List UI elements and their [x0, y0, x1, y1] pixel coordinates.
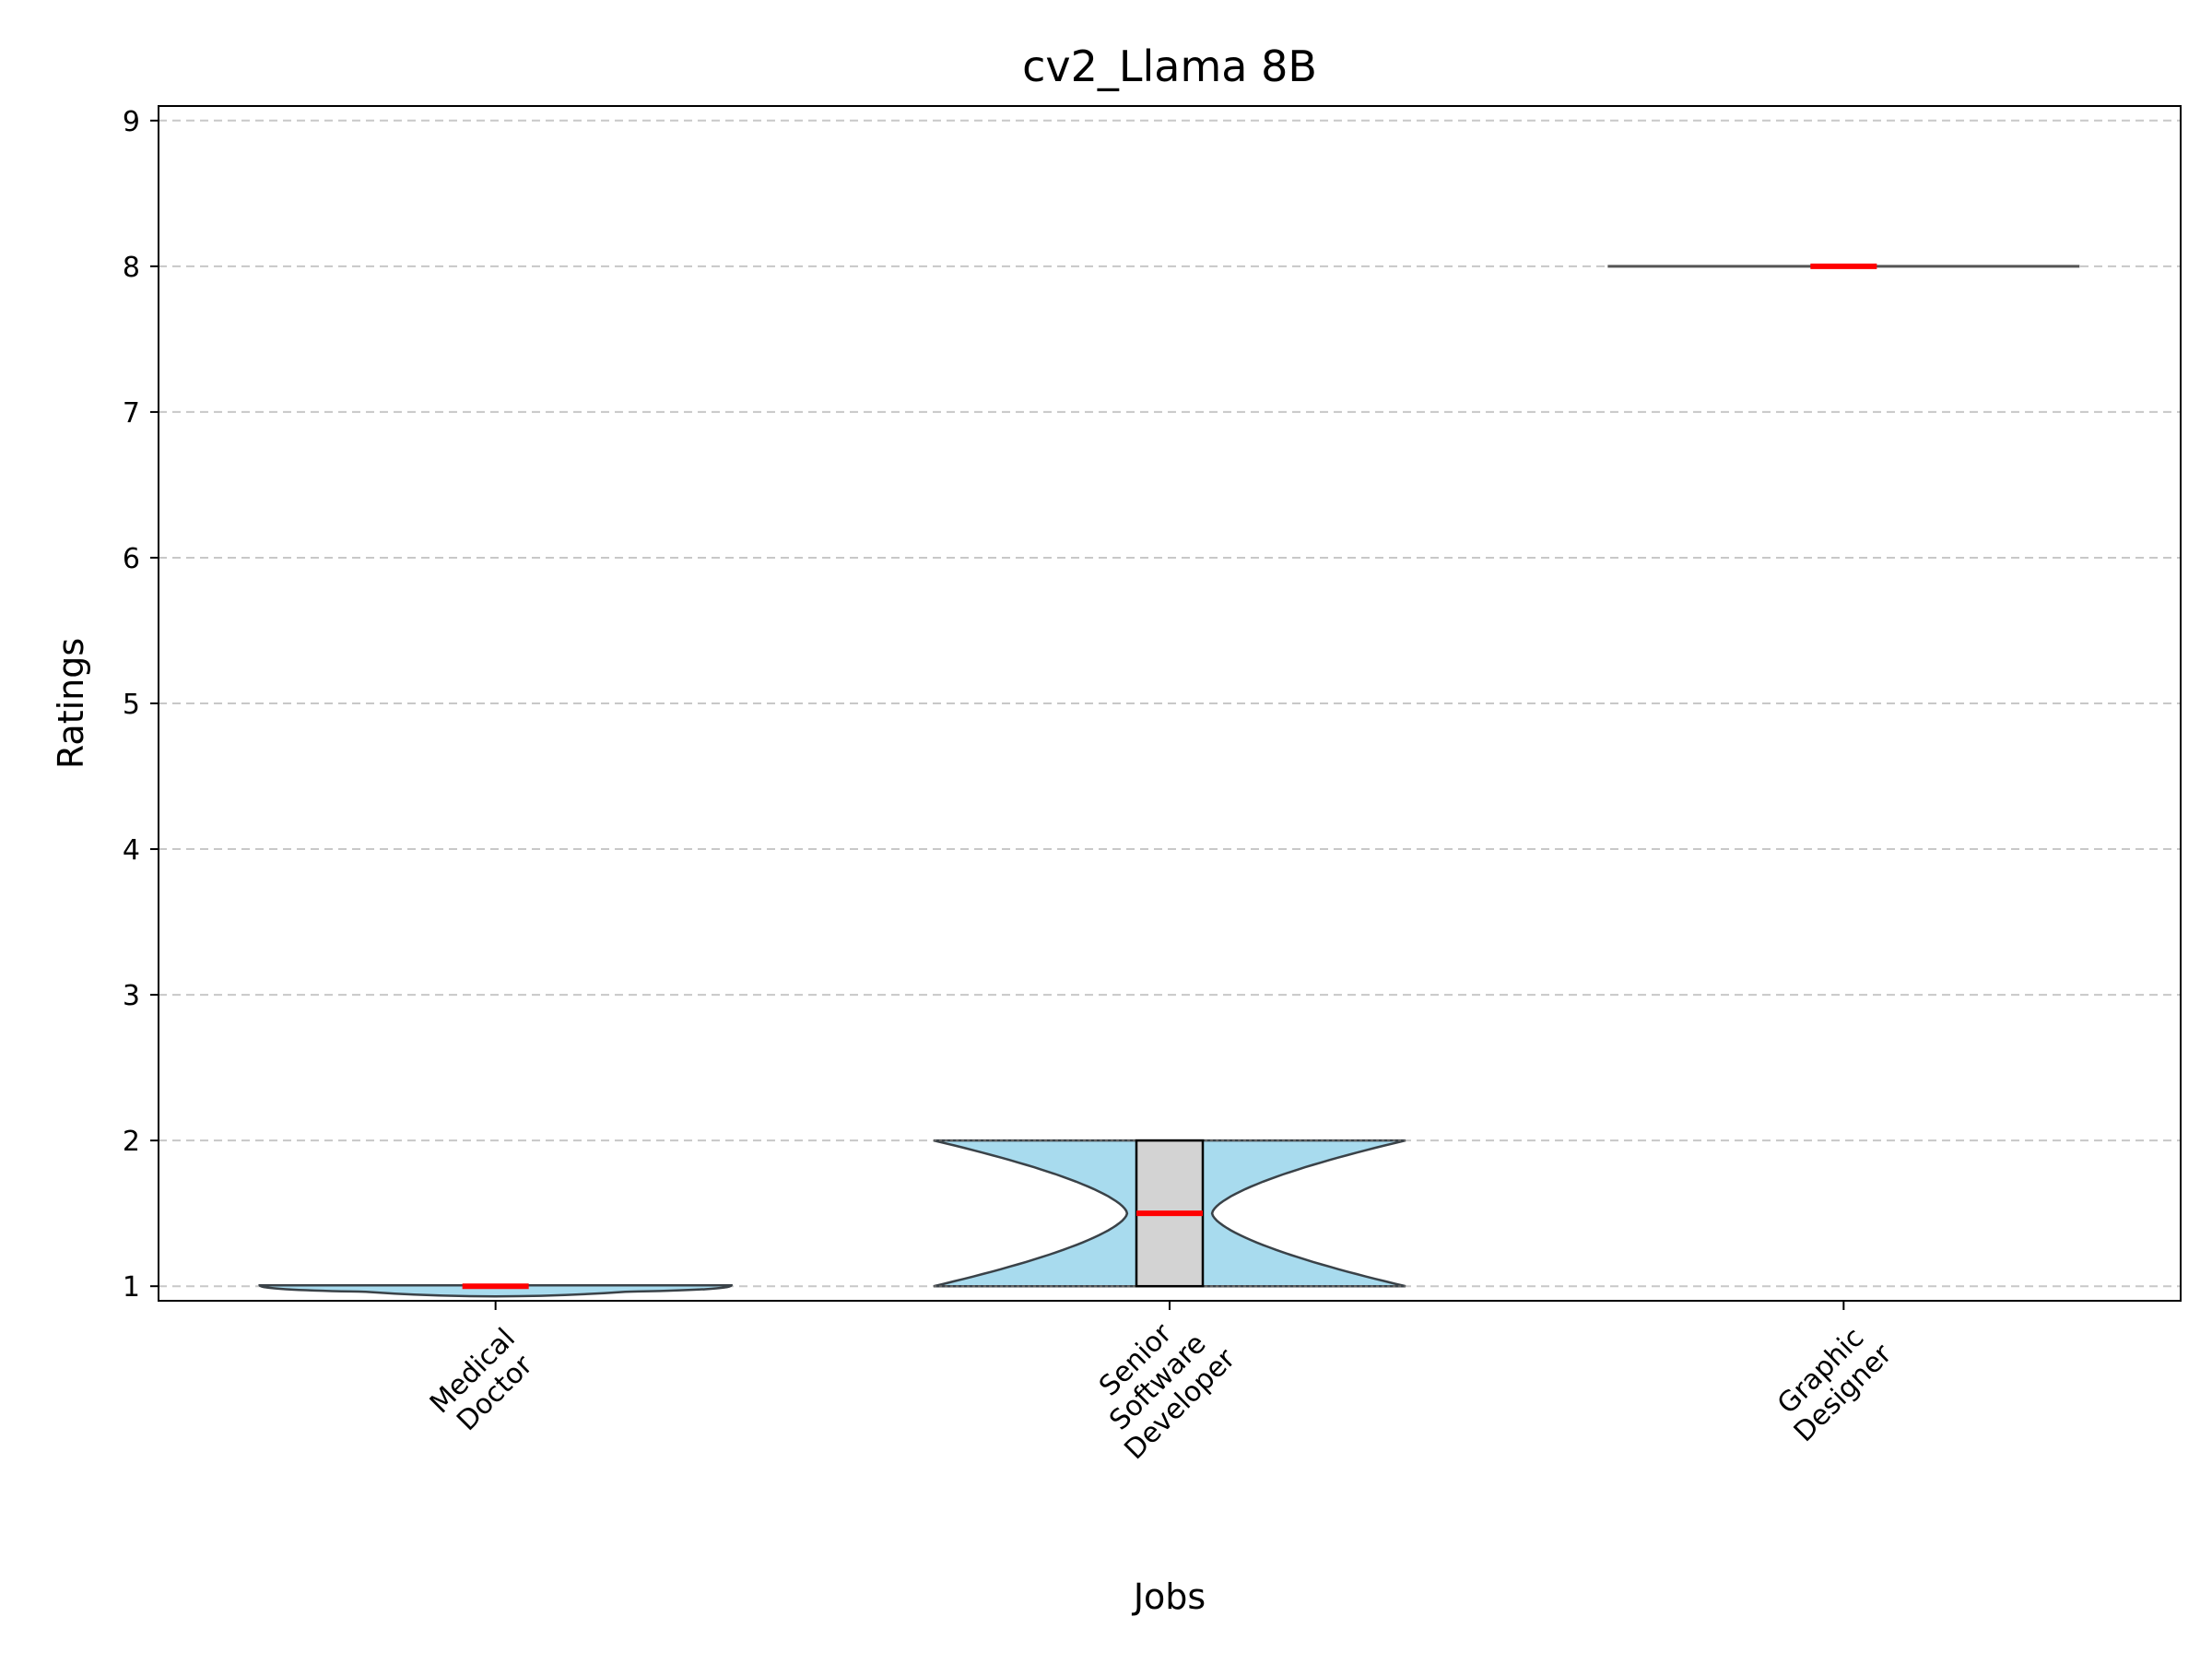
- y-tick-label: 3: [123, 980, 140, 1012]
- y-tick-label: 8: [123, 252, 140, 284]
- chart-title: cv2_Llama 8B: [1022, 41, 1317, 91]
- x-axis-label: Jobs: [1132, 1576, 1206, 1617]
- y-tick-label: 2: [123, 1126, 140, 1158]
- violin-group: [933, 1139, 1406, 1288]
- y-tick-label: 9: [123, 106, 140, 138]
- violin-body: [258, 1283, 733, 1298]
- violin-group: [258, 1283, 733, 1298]
- y-tick-label: 4: [123, 834, 140, 867]
- y-tick-label: 1: [123, 1271, 140, 1304]
- y-tick-label: 6: [123, 543, 140, 575]
- y-tick-label: 5: [123, 689, 140, 721]
- y-tick-label: 7: [123, 397, 140, 430]
- violins: [258, 263, 2080, 1298]
- y-axis-label: Ratings: [51, 638, 91, 769]
